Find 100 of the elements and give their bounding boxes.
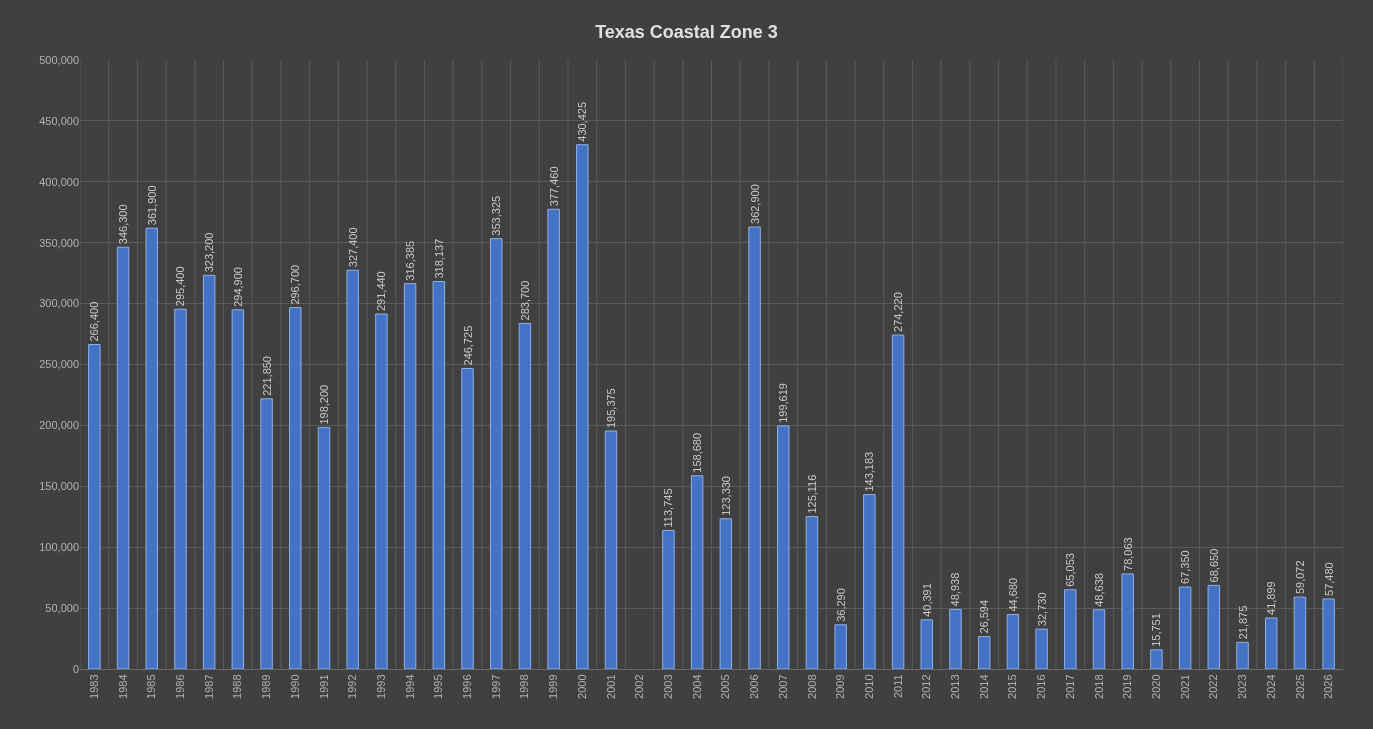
x-tick-label: 2015 (1006, 674, 1019, 699)
bar (920, 619, 934, 669)
x-tick-label: 1991 (317, 674, 330, 699)
data-label: 143,183 (863, 451, 876, 492)
x-tick-label: 1989 (260, 674, 273, 699)
data-label: 266,400 (88, 301, 101, 342)
bar (547, 208, 560, 669)
bar (863, 494, 876, 669)
data-label: 327,400 (346, 227, 359, 268)
data-label: 158,680 (691, 432, 704, 473)
data-label: 198,200 (317, 384, 330, 425)
data-label: 57,480 (1322, 562, 1335, 596)
x-tick-label: 2002 (633, 674, 646, 699)
bar (834, 624, 847, 669)
x-tick-label: 1987 (202, 674, 215, 699)
bar (145, 227, 158, 669)
data-label: 48,938 (949, 572, 962, 607)
bar (1207, 584, 1221, 669)
data-label: 283,700 (518, 280, 531, 321)
x-tick-label: 1984 (116, 674, 129, 699)
x-tick-label: 2023 (1236, 674, 1249, 699)
bar (1322, 598, 1335, 669)
data-label: 316,385 (404, 240, 417, 281)
bar (1006, 614, 1020, 669)
bar (977, 636, 991, 669)
y-tick-label: 400,000 (39, 175, 79, 188)
data-label: 294,900 (231, 267, 244, 307)
bar (346, 269, 359, 669)
y-tick-label: 0 (72, 662, 79, 675)
bar (1293, 596, 1307, 669)
data-label: 125,116 (805, 474, 818, 514)
bar (777, 425, 790, 669)
y-tick-label: 450,000 (39, 114, 79, 127)
data-label: 318,137 (432, 238, 445, 279)
data-label: 296,700 (289, 264, 302, 305)
x-tick-label: 2016 (1035, 674, 1048, 699)
bar (891, 334, 905, 669)
x-tick-label: 1983 (87, 674, 100, 699)
x-tick-label: 2003 (662, 674, 675, 699)
data-label: 15,751 (1150, 613, 1163, 647)
data-label: 78,063 (1121, 537, 1134, 571)
bar (1265, 617, 1278, 669)
x-tick-label: 2010 (862, 674, 875, 699)
chart-title: Texas Coastal Zone 3 (595, 22, 778, 43)
y-tick-label: 100,000 (39, 541, 79, 554)
bar (1064, 589, 1077, 669)
x-tick-label: 1994 (403, 674, 416, 699)
data-label: 361,900 (145, 185, 158, 226)
x-tick-label: 2009 (834, 674, 847, 699)
bar (748, 226, 761, 669)
x-tick-label: 1990 (288, 674, 301, 699)
data-label: 26,594 (978, 599, 991, 634)
y-tick-label: 50,000 (45, 601, 79, 614)
data-label: 67,350 (1179, 550, 1192, 584)
x-tick-label: 1986 (174, 674, 187, 699)
data-label: 295,400 (174, 266, 187, 307)
data-label: 221,850 (260, 356, 273, 396)
data-label: 123,330 (719, 476, 732, 516)
x-tick-label: 1993 (374, 674, 387, 699)
data-label: 346,300 (117, 204, 130, 245)
x-tick-label: 2024 (1264, 674, 1277, 699)
x-tick-label: 2014 (977, 674, 990, 699)
x-tick-label: 2022 (1207, 674, 1220, 699)
bar (805, 516, 819, 669)
data-label: 36,290 (834, 588, 847, 622)
bar (174, 308, 187, 669)
data-label: 195,375 (605, 388, 618, 429)
x-tick-label: 2017 (1063, 674, 1076, 699)
x-tick-label: 2013 (949, 674, 962, 699)
data-label: 48,638 (1093, 573, 1106, 607)
bar (662, 529, 675, 669)
data-label: 21,875 (1236, 605, 1249, 640)
bar (518, 322, 532, 669)
data-label: 32,730 (1035, 592, 1048, 627)
bar (1121, 573, 1134, 669)
bar (461, 367, 474, 669)
bar (317, 427, 331, 669)
bar (1035, 628, 1048, 669)
y-tick-label: 300,000 (39, 297, 79, 310)
data-label: 353,325 (490, 195, 503, 236)
x-tick-label: 2021 (1178, 674, 1191, 699)
bar (231, 309, 245, 669)
x-tick-label: 2011 (891, 674, 904, 699)
bar (116, 246, 130, 669)
y-tick-label: 150,000 (39, 480, 79, 493)
y-tick-label: 500,000 (39, 53, 79, 66)
bar (690, 475, 704, 669)
data-label: 274,220 (892, 292, 905, 332)
data-label: 44,680 (1006, 577, 1019, 612)
data-label: 68,650 (1207, 548, 1220, 583)
x-tick-label: 2007 (776, 674, 789, 699)
bar (1150, 649, 1163, 669)
x-tick-label: 2020 (1149, 674, 1162, 699)
bar (1178, 586, 1192, 669)
y-tick-label: 350,000 (39, 236, 79, 249)
bar (289, 307, 302, 669)
data-label: 377,460 (547, 166, 560, 207)
x-tick-label: 2008 (805, 674, 818, 699)
x-tick-label: 2005 (719, 674, 732, 699)
x-tick-label: 1985 (145, 674, 158, 699)
